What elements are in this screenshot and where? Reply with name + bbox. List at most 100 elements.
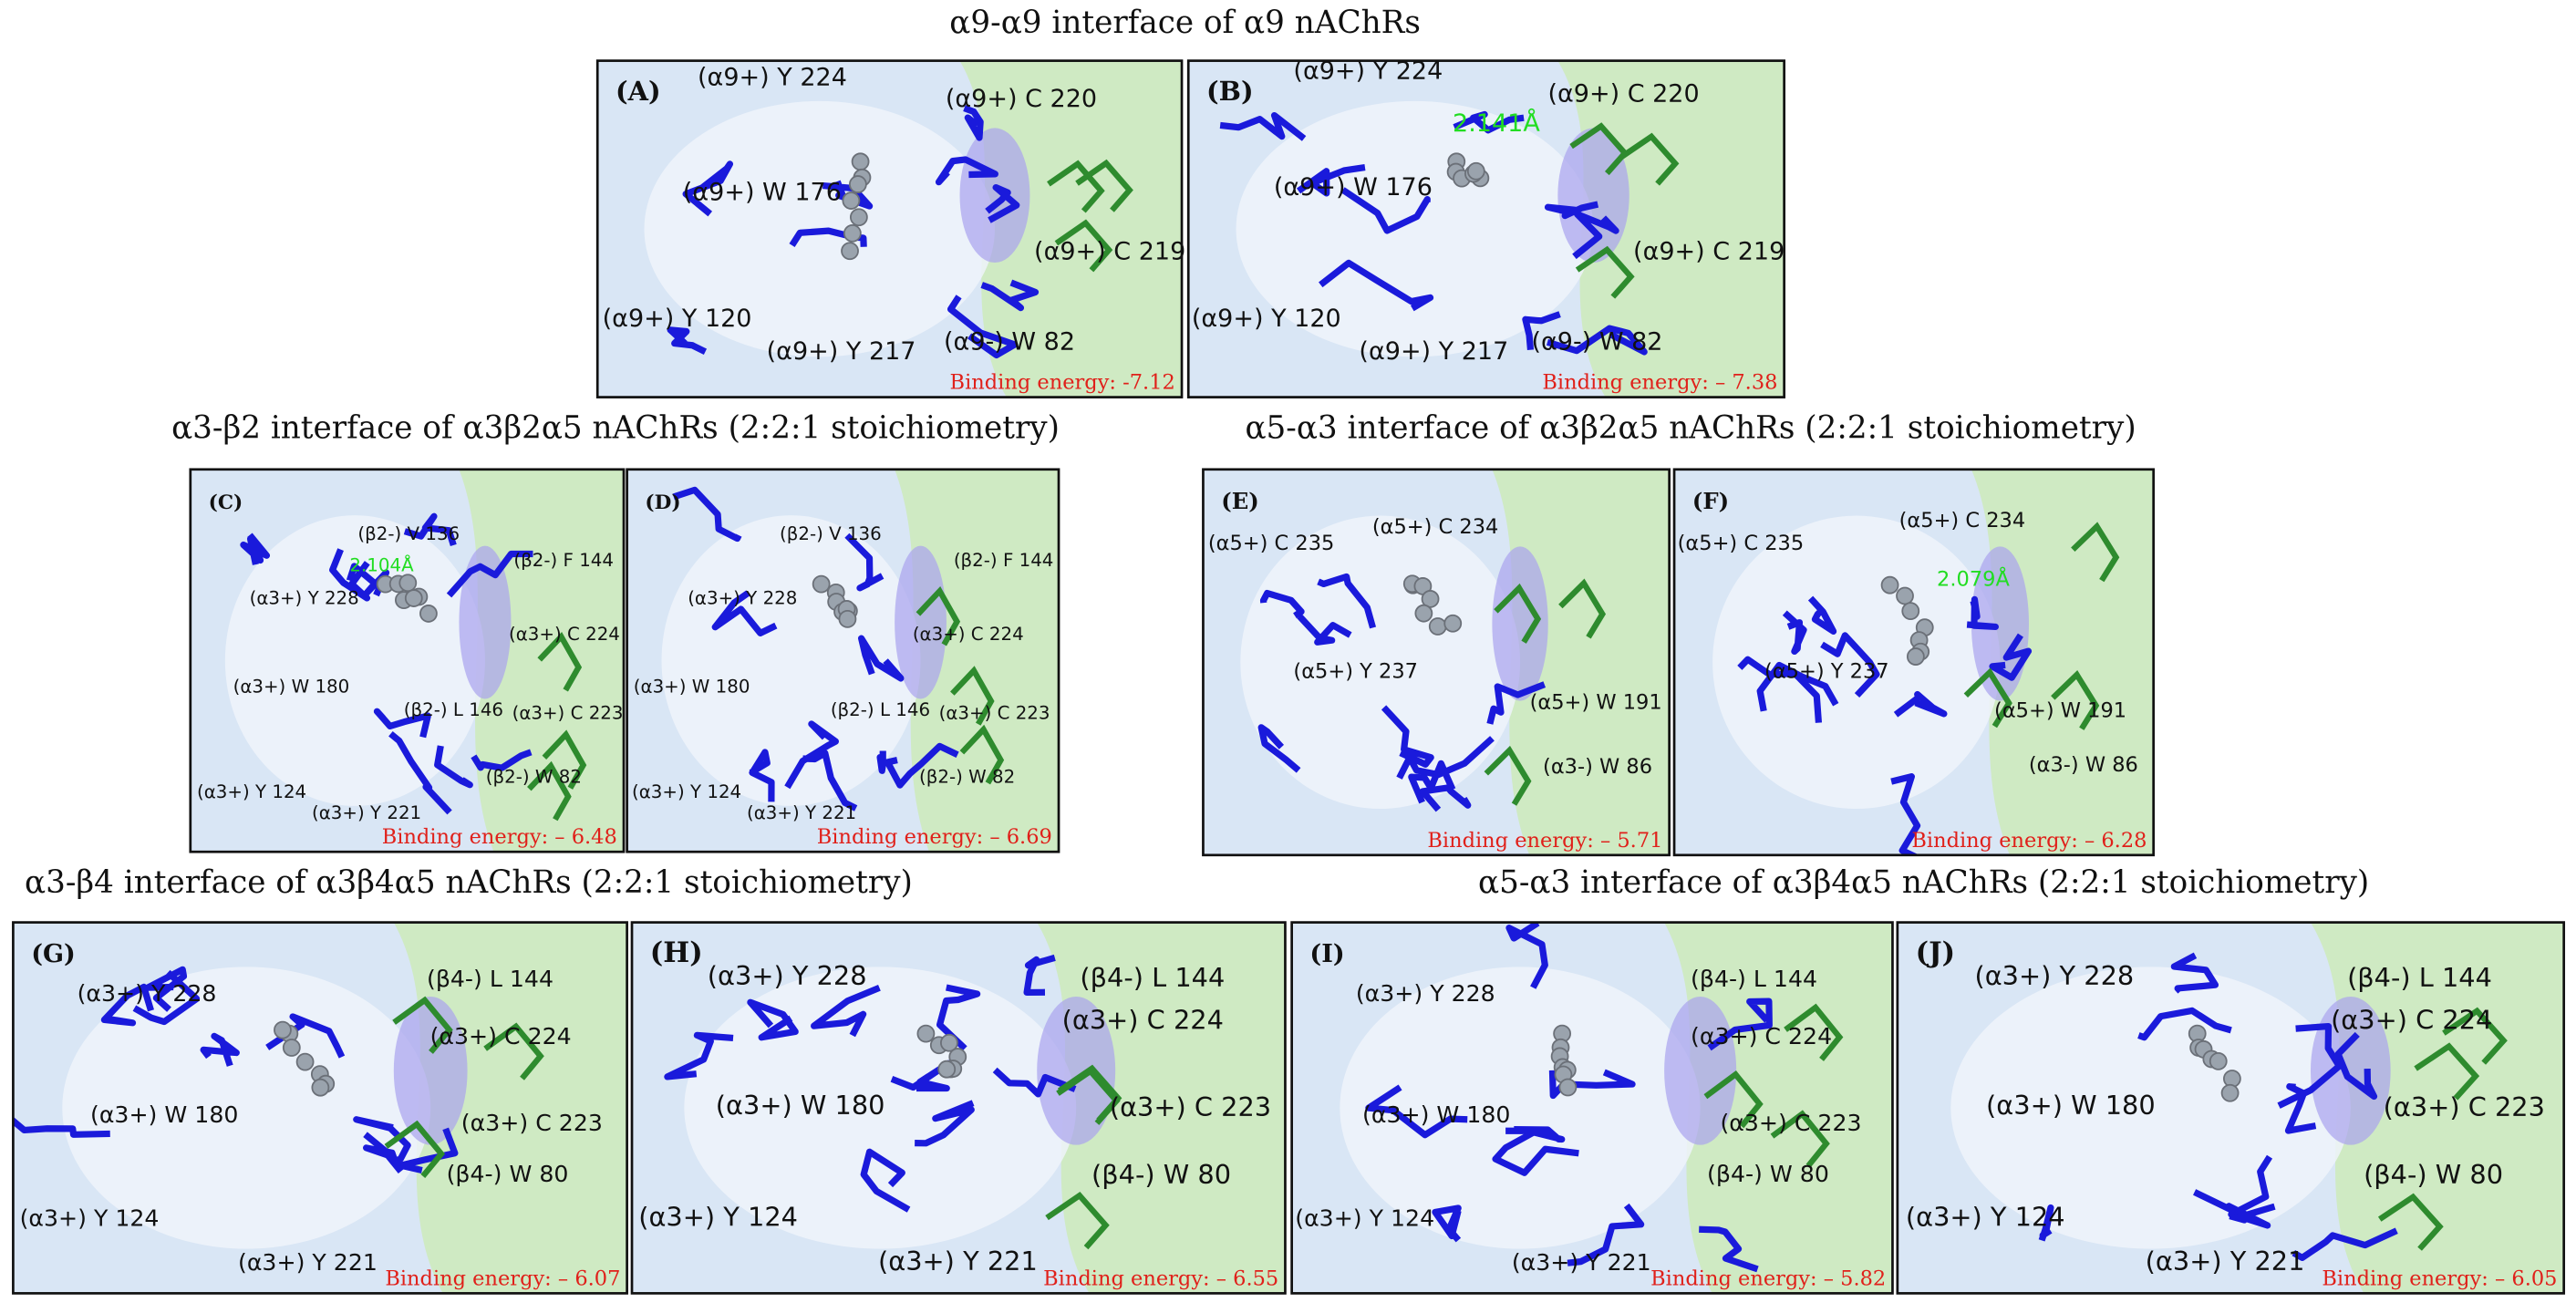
residue-stick-green — [392, 996, 453, 1054]
residue-stick — [1257, 724, 1301, 773]
ligand-atom — [1443, 614, 1463, 633]
cys-loop-surface — [1664, 996, 1737, 1145]
ligand-atom — [916, 1024, 936, 1043]
residue-stick — [1737, 656, 1823, 723]
ligand-atom — [1901, 602, 1920, 621]
residue-label: (α3+) Y 124 — [1906, 1202, 2065, 1233]
residue-stick-green — [1075, 159, 1133, 212]
binding-pocket — [661, 515, 921, 806]
residue-stick — [446, 550, 533, 598]
residue-stick — [844, 532, 885, 592]
ligand-atom — [2209, 1051, 2228, 1070]
residue-stick — [876, 750, 898, 774]
residue-label: (α3+) Y 221 — [747, 802, 856, 823]
residue-stick — [2284, 1083, 2317, 1134]
cys-loop-surface — [459, 545, 512, 699]
residue-stick-green — [1784, 1003, 1844, 1061]
residue-stick — [1396, 736, 1495, 780]
residue-label: (β4-) W 80 — [1091, 1159, 1231, 1190]
residue-stick — [2137, 1007, 2232, 1041]
residue-stick-green — [950, 666, 995, 726]
residue-label: (α3+) W 180 — [1986, 1090, 2156, 1121]
ligand-atom — [1880, 575, 1899, 594]
section-title: α9-α9 interface of α9 nAChRs — [949, 5, 1421, 41]
section-title: α3-β4 interface of α3β4α5 nAChRs (2:2:1 … — [25, 864, 913, 901]
residue-stick-green — [1619, 132, 1680, 186]
residue-stick — [2038, 1204, 2054, 1242]
panel-border — [626, 468, 1060, 853]
residue-stick-green — [1045, 1191, 1110, 1250]
residue-stick — [1297, 614, 1352, 646]
residue-label: (α9+) C 220 — [1547, 80, 1699, 109]
section-title: α5-α3 interface of α3β4α5 nAChRs (2:2:1 … — [1478, 864, 2369, 901]
residue-label: (α3+) C 224 — [1062, 1005, 1224, 1036]
residue-label: (β4-) W 80 — [1707, 1161, 1829, 1187]
residue-stick-green — [1558, 578, 1607, 639]
residue-label: (α3+) Y 221 — [312, 802, 421, 823]
residue-stick-green — [1484, 745, 1532, 806]
residue-label: (α3+) Y 228 — [78, 980, 217, 1007]
panel-label: (C) — [209, 491, 243, 514]
residue-stick — [1317, 573, 1377, 629]
section-title: α3-β2 interface of α3β2α5 nAChRs (2:2:1 … — [171, 410, 1060, 447]
residue-stick — [711, 590, 778, 636]
cys-loop-surface — [1492, 546, 1548, 701]
residue-stick — [1296, 164, 1366, 197]
panel-border — [595, 59, 1184, 398]
binding-pocket — [1236, 100, 1594, 357]
residue-stick — [1890, 773, 1921, 855]
residue-stick-green — [2051, 670, 2100, 730]
cys-loop-surface — [1971, 546, 2030, 701]
residue-stick — [672, 486, 742, 543]
residue-stick — [1572, 211, 1619, 260]
residue-label: (α9+) C 220 — [946, 85, 1097, 113]
residue-stick — [883, 742, 959, 789]
residue-stick — [1966, 595, 1999, 631]
panel-border — [1896, 921, 2566, 1295]
residue-label: (α3+) Y 124 — [632, 781, 741, 802]
docking-panel — [1674, 469, 2154, 855]
residue-label: (α9+) Y 217 — [767, 337, 916, 366]
panel-label: (D) — [645, 491, 680, 514]
residue-stick — [1699, 1225, 1759, 1273]
ligand-atom — [843, 223, 862, 243]
residue-label: (α5+) W 191 — [1530, 691, 1662, 715]
residue-stick-green — [959, 724, 1005, 785]
residue-stick-green — [2377, 1193, 2444, 1251]
residue-stick — [200, 1032, 240, 1067]
residue-stick — [1408, 760, 1456, 804]
residue-stick — [2292, 1227, 2398, 1261]
cys-loop-surface — [895, 545, 947, 699]
residue-label: (β2-) V 136 — [780, 523, 882, 544]
residue-label: (α3+) C 223 — [512, 702, 624, 723]
residue-stick — [1365, 1084, 1468, 1139]
ligand-atom — [282, 1039, 301, 1057]
residue-stick-green — [2071, 522, 2120, 583]
residue-label: (α3+) Y 124 — [638, 1202, 798, 1233]
residue-stick — [1505, 1126, 1566, 1143]
residue-label: (α9+) Y 120 — [1192, 305, 1341, 333]
residue-stick — [1486, 681, 1547, 725]
panel-label: (H) — [650, 936, 703, 969]
residue-label: (α3+) Y 221 — [2146, 1246, 2305, 1277]
residue-stick — [100, 983, 154, 1027]
residue-stick — [434, 745, 473, 789]
panel-label: (I) — [1309, 940, 1344, 968]
residue-stick — [1989, 633, 2033, 681]
residue-label: (β2-) F 144 — [513, 550, 614, 571]
cys-loop-surface — [1037, 996, 1116, 1145]
residue-stick — [1807, 595, 1837, 636]
ligand-atom — [274, 1020, 292, 1039]
residue-stick — [1340, 187, 1431, 234]
docking-panel — [13, 922, 627, 1294]
panel-label: (G) — [31, 940, 76, 968]
panel-border — [189, 468, 626, 853]
cys-loop-surface — [959, 128, 1030, 263]
residue-label: (α3+) Y 124 — [197, 781, 306, 802]
ligand-atom — [2220, 1083, 2240, 1102]
ligand-atom — [1906, 647, 1925, 666]
residue-label: (α3+) Y 221 — [878, 1246, 1038, 1277]
residue-stick — [1419, 784, 1472, 812]
residue-stick-green — [1494, 583, 1542, 644]
